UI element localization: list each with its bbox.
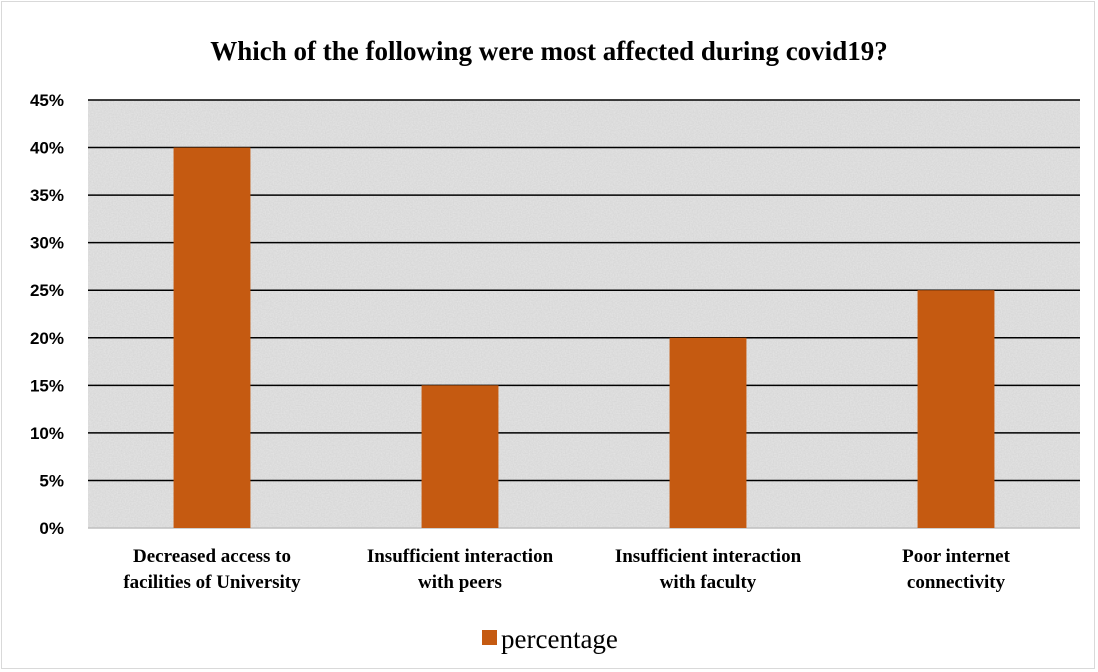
x-category-label: with peers	[418, 572, 502, 593]
x-category-label: Insufficient interaction	[367, 546, 554, 567]
y-tick-label: 30%	[30, 234, 64, 253]
y-tick-label: 20%	[30, 329, 64, 348]
bar	[173, 147, 251, 529]
bar	[917, 290, 995, 528]
x-category-label: Poor internet	[902, 546, 1010, 567]
plot-area	[88, 100, 1080, 528]
y-tick-label: 15%	[30, 376, 64, 395]
plot-texture	[88, 100, 1080, 528]
bar	[421, 385, 499, 528]
x-axis-categories: Decreased access to facilities of Univers…	[123, 546, 1010, 593]
gridlines	[88, 99, 1080, 529]
y-tick-label: 5%	[39, 471, 64, 490]
legend-label: percentage	[501, 624, 618, 654]
bar	[669, 337, 747, 528]
x-category-label: Decreased access to	[133, 546, 291, 567]
x-category-label: with faculty	[660, 572, 757, 593]
legend: percentage	[482, 624, 618, 654]
y-tick-label: 45%	[30, 91, 64, 110]
y-tick-label: 0%	[39, 519, 64, 538]
chart-title: Which of the following were most affecte…	[210, 36, 887, 66]
y-tick-label: 10%	[30, 424, 64, 443]
x-category-label: facilities of University	[123, 572, 301, 593]
bars	[173, 147, 995, 529]
y-tick-label: 35%	[30, 186, 64, 205]
legend-swatch	[482, 630, 497, 645]
x-category-label: Insufficient interaction	[615, 546, 802, 567]
y-tick-label: 25%	[30, 281, 64, 300]
y-tick-label: 40%	[30, 139, 64, 158]
y-axis-ticks: 0% 5% 10% 15% 20% 25% 30% 35% 40% 45%	[30, 91, 64, 538]
x-category-label: connectivity	[907, 572, 1006, 593]
